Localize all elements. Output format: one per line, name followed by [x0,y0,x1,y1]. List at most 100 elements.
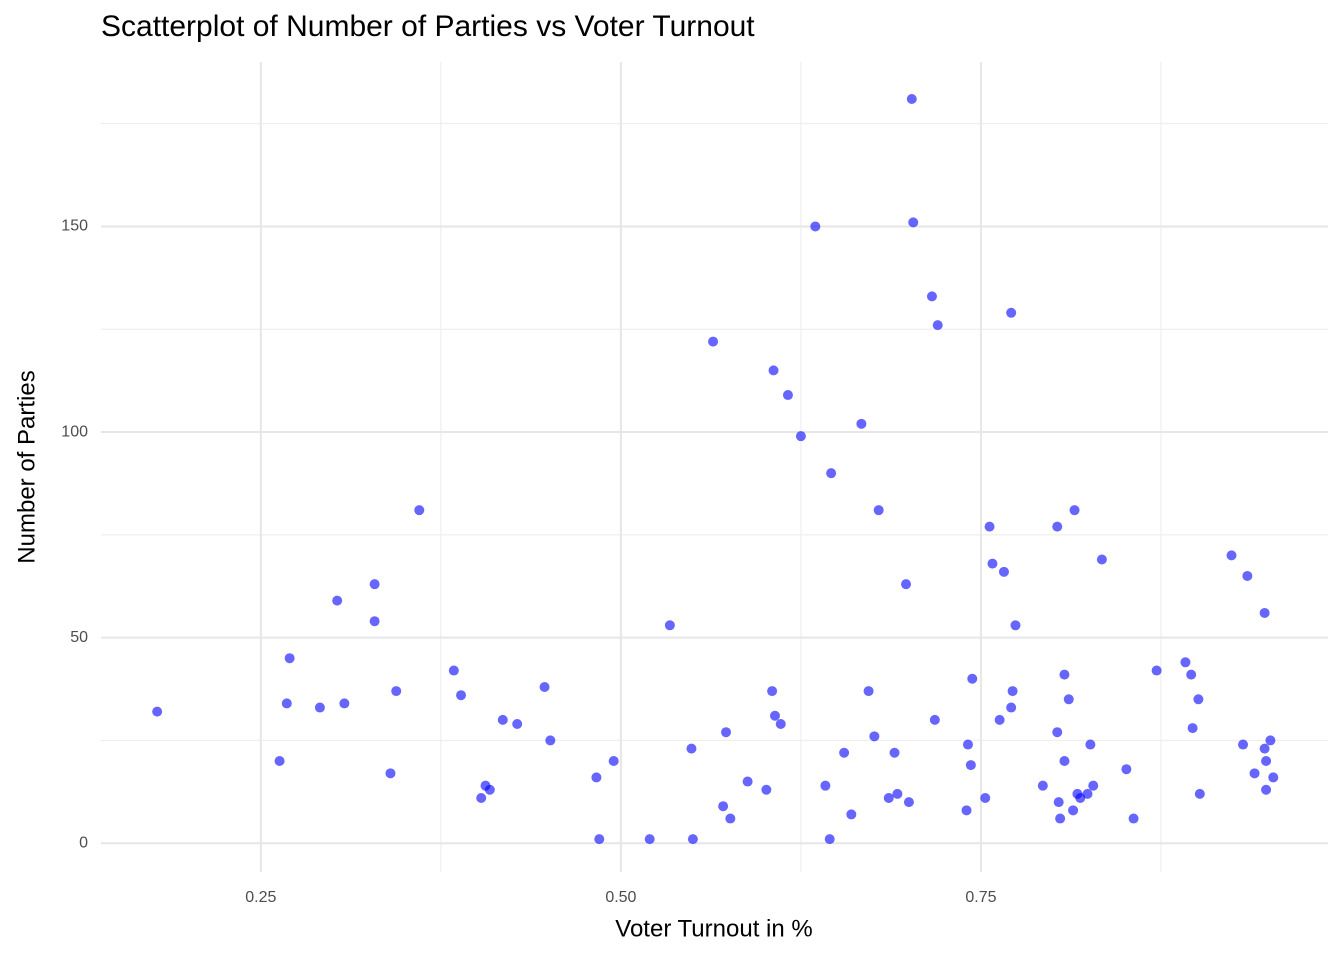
point [1096,554,1107,565]
point [967,673,978,684]
point [497,714,508,725]
point [994,714,1005,725]
point [448,665,459,676]
point [775,718,786,729]
point [1261,755,1272,766]
point [906,94,917,105]
point [767,686,778,697]
point [824,834,835,845]
point [369,616,380,627]
point [761,784,772,795]
point [391,686,402,697]
point [873,505,884,516]
point [1082,788,1093,799]
point [863,686,874,697]
point [708,336,719,347]
point [1088,780,1099,791]
point [608,755,619,766]
point [456,690,467,701]
point [1121,764,1132,775]
point [721,727,732,738]
point [1259,743,1270,754]
point [1193,694,1204,705]
y-tick-label: 50 [70,629,88,646]
point [1068,805,1079,816]
point [1265,735,1276,746]
point [769,710,780,721]
point [1063,694,1074,705]
point [926,291,937,302]
y-tick-label: 150 [61,218,88,235]
point [644,834,655,845]
point [932,320,943,331]
y-tick-label: 0 [79,834,88,851]
point [1249,768,1260,779]
point [414,505,425,516]
point [1037,780,1048,791]
point [1259,607,1270,618]
point [314,702,325,713]
point [539,681,550,692]
point [274,755,285,766]
x-tick-label: 0.75 [965,889,996,906]
point [846,809,857,820]
point [284,653,295,664]
point [980,792,991,803]
point [795,431,806,442]
point [1055,813,1066,824]
point [965,760,976,771]
point [686,743,697,754]
point [1053,797,1064,808]
chart-title: Scatterplot of Number of Parties vs Vote… [101,10,755,43]
point [742,776,753,787]
point [1085,739,1096,750]
point [1186,669,1197,680]
point [594,834,605,845]
point [339,698,350,709]
x-axis-title: Voter Turnout in % [615,915,812,942]
point [1194,788,1205,799]
point [1006,307,1017,318]
point [484,784,495,795]
point [664,620,675,631]
point [1059,755,1070,766]
point [385,768,396,779]
x-tick-label: 0.50 [605,889,636,906]
point [962,739,973,750]
point [839,747,850,758]
y-axis-title: Number of Parties [13,370,40,563]
point [687,834,698,845]
point [901,579,912,590]
point [1261,784,1272,795]
point [1069,505,1080,516]
point [545,735,556,746]
point [883,792,894,803]
point [856,418,867,429]
point [987,558,998,569]
point [903,797,914,808]
point [1187,723,1198,734]
point [1180,657,1191,668]
point [281,698,292,709]
point [1052,521,1063,532]
point [810,221,821,232]
point [1268,772,1279,783]
point [152,706,163,717]
point [826,468,837,479]
point [782,390,793,401]
x-tick-label: 0.25 [245,889,276,906]
y-tick-label: 100 [61,423,88,440]
point [725,813,736,824]
point [929,714,940,725]
point [889,747,900,758]
point [1059,669,1070,680]
point [768,365,779,376]
point [998,566,1009,577]
point [332,595,343,606]
point [1052,727,1063,738]
point [718,801,729,812]
point [1010,620,1021,631]
point [908,217,919,228]
